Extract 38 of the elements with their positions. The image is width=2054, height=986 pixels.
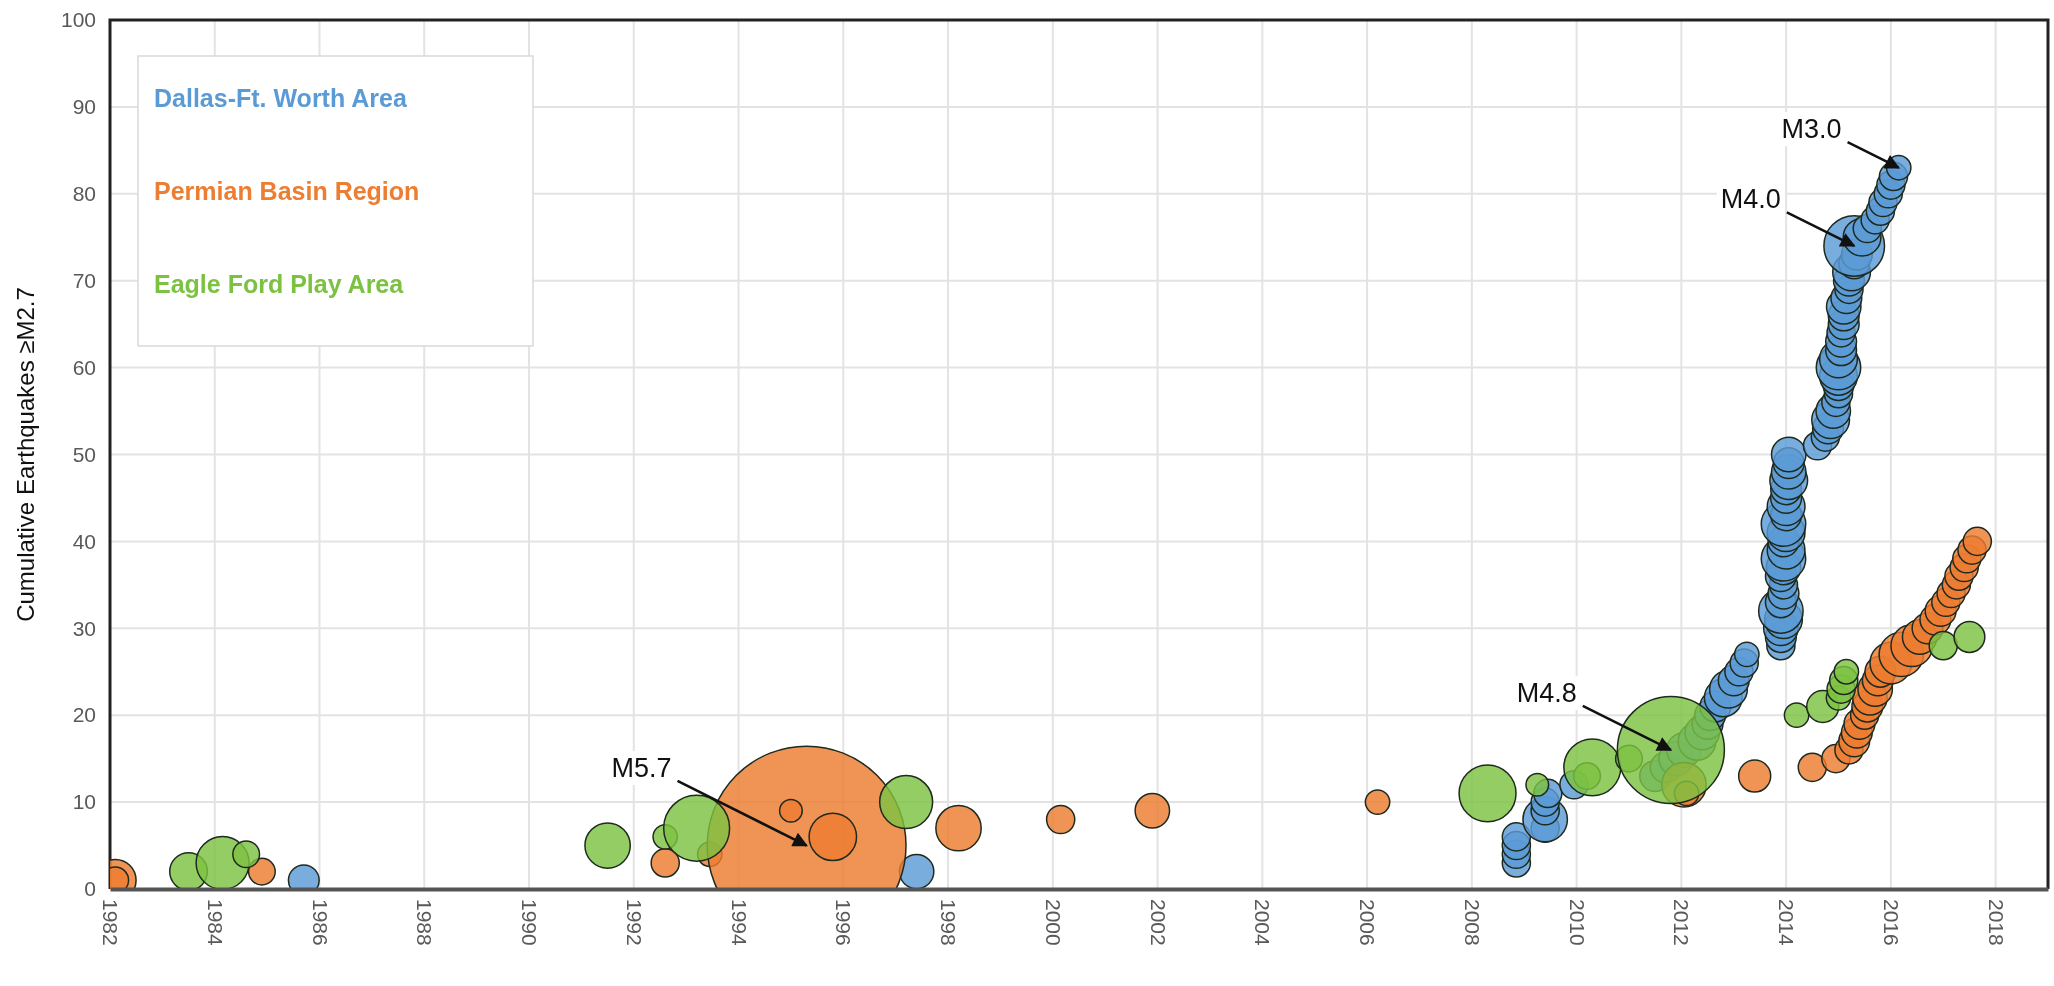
x-tick-label: 1986 [308, 899, 332, 946]
annotation: M3.0 [1781, 114, 1842, 145]
y-tick-label: 50 [72, 442, 96, 466]
y-tick-label: 60 [72, 355, 96, 379]
y-tick-label: 20 [72, 703, 96, 727]
y-tick-label: 90 [72, 95, 96, 119]
x-tick-label: 2016 [1880, 899, 1904, 946]
text: Permian Basin Region [154, 176, 420, 205]
x-tick-label: 1996 [832, 899, 856, 946]
x-tick-label: 1992 [622, 899, 646, 946]
x-tick-label: 1990 [518, 899, 542, 946]
y-tick-label: 0 [84, 877, 96, 901]
annotation: M5.7 [611, 752, 672, 783]
y-tick-label: 40 [72, 529, 96, 553]
x-tick-label: 1984 [203, 899, 227, 947]
annotation: M4.8 [1516, 677, 1577, 708]
x-tick-label: 2014 [1775, 899, 1799, 947]
y-tick-label: 100 [60, 8, 96, 32]
x-tick-label: 1994 [727, 899, 751, 947]
x-tick-label: 2004 [1251, 899, 1275, 947]
y-axis-title: Cumulative Earthquakes ≥M2.7 [12, 287, 39, 622]
x-tick-label: 2010 [1565, 899, 1589, 946]
x-tick-label: 2012 [1670, 899, 1694, 946]
x-tick-label: 2018 [1984, 899, 2008, 946]
annotation: M4.0 [1720, 184, 1781, 215]
y-tick-label: 10 [72, 790, 96, 814]
x-tick-label: 1988 [413, 899, 437, 946]
text: Dallas-Ft. Worth Area [154, 83, 408, 112]
y-tick-label: 70 [72, 268, 96, 292]
x-tick-label: 2000 [1041, 899, 1065, 946]
x-tick-label: 2002 [1146, 899, 1170, 946]
x-tick-label: 1998 [937, 899, 961, 946]
x-tick-label: 2006 [1356, 899, 1380, 946]
y-tick-label: 30 [72, 616, 96, 640]
x-tick-label: 1982 [99, 899, 123, 946]
y-tick-label: 80 [72, 182, 96, 206]
x-tick-label: 2008 [1460, 899, 1484, 946]
text: Eagle Ford Play Area [154, 269, 405, 298]
